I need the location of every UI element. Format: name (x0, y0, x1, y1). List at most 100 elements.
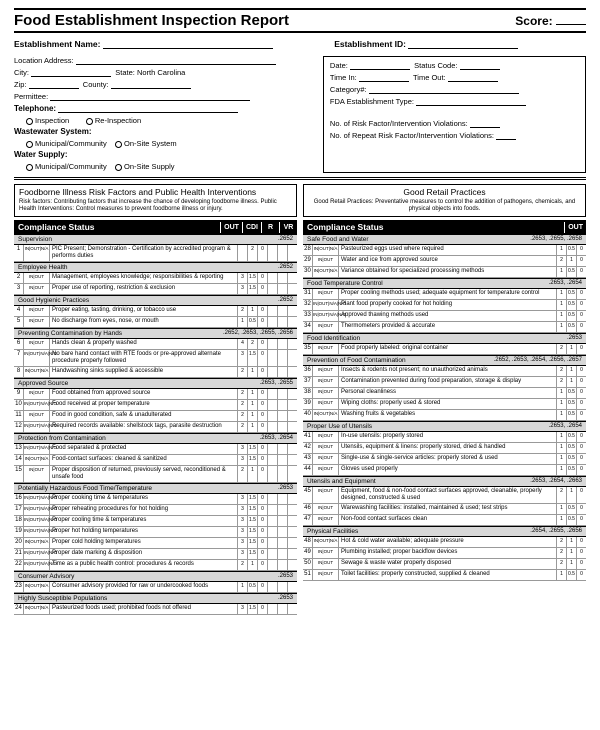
row-io[interactable]: IN|OUT|N/A (24, 367, 50, 377)
row-io[interactable]: IN|OUT (24, 273, 50, 283)
compliance-row: 49IN|OUTPlumbing installed; proper backf… (303, 548, 586, 559)
row-tail: 10.50 (556, 515, 586, 525)
row-io[interactable]: IN|OUT (313, 443, 339, 453)
row-io[interactable]: IN|OUT (313, 344, 339, 354)
row-io[interactable]: IN|OUT (313, 570, 339, 580)
row-io[interactable]: IN|OUT (24, 466, 50, 482)
radio-inspection[interactable] (26, 118, 33, 125)
compliance-row: 45IN|OUTEquipment, food & non-food conta… (303, 487, 586, 504)
row-num: 40 (303, 410, 313, 420)
row-io[interactable]: IN|OUT|N/A|N/O (313, 311, 339, 321)
row-desc: Non-food contact surfaces clean (339, 515, 556, 525)
radio-ws-muni[interactable] (26, 164, 33, 171)
compliance-row: 3IN|OUTProper use of reporting, restrict… (14, 284, 297, 295)
row-io[interactable]: IN|OUT|N/A|N/O (24, 560, 50, 570)
row-desc: Hot & cold water available; adequate pre… (339, 537, 556, 547)
row-tail: 210 (556, 487, 586, 503)
row-io[interactable]: IN|OUT (313, 504, 339, 514)
radio-ww-muni[interactable] (26, 141, 33, 148)
row-num: 43 (303, 454, 313, 464)
row-io[interactable]: IN|OUT (313, 256, 339, 266)
row-io[interactable]: IN|OUT (313, 432, 339, 442)
row-num: 20 (14, 538, 24, 548)
row-io[interactable]: IN|OUT|N/A (24, 582, 50, 592)
row-num: 3 (14, 284, 24, 294)
right-comp-header: Compliance Status OUT (303, 220, 586, 234)
category-header: Prevention of Food Contamination.2652, .… (303, 355, 586, 366)
row-io[interactable]: IN|OUT (24, 411, 50, 421)
row-tail: 10.50 (556, 465, 586, 475)
category-header: Supervision.2652 (14, 234, 297, 245)
row-io[interactable]: IN|OUT|N/A|N/O (24, 494, 50, 504)
row-desc: No discharge from eyes, nose, or mouth (50, 317, 237, 327)
row-io[interactable]: IN|OUT|N/A (313, 245, 339, 255)
radio-reinspection[interactable] (86, 118, 93, 125)
row-io[interactable]: IN|OUT (313, 322, 339, 332)
compliance-row: 44IN|OUTGloves used properly10.50 (303, 465, 586, 476)
row-io[interactable]: IN|OUT (24, 389, 50, 399)
row-io[interactable]: IN|OUT (313, 559, 339, 569)
row-io[interactable]: IN|OUT (24, 306, 50, 316)
row-tail: 31.50 (237, 516, 297, 526)
row-io[interactable]: IN|OUT|N/A|N/O (24, 516, 50, 526)
row-io[interactable]: IN|OUT|N/A (24, 245, 50, 261)
row-io[interactable]: IN|OUT|N/A (24, 604, 50, 614)
row-io[interactable]: IN|OUT (313, 289, 339, 299)
row-io[interactable]: IN|OUT|N/A|N/O (24, 422, 50, 432)
row-io[interactable]: IN|OUT|N/A (24, 538, 50, 548)
compliance-row: 1IN|OUT|N/APIC Present; Demonstration - … (14, 245, 297, 262)
radio-ww-onsite[interactable] (115, 141, 122, 148)
row-io[interactable]: IN|OUT|N/A (313, 410, 339, 420)
category-header: Food Identification.2653 (303, 333, 586, 344)
row-num: 37 (303, 377, 313, 387)
row-io[interactable]: IN|OUT (24, 284, 50, 294)
row-num: 21 (14, 549, 24, 559)
right-intro: Good Retail Practices Good Retail Practi… (303, 184, 586, 217)
category-header: Potentially Hazardous Food Time/Temperat… (14, 483, 297, 494)
compliance-row: 10IN|OUT|N/A|N/OFood received at proper … (14, 400, 297, 411)
row-io[interactable]: IN|OUT (313, 399, 339, 409)
compliance-row: 4IN|OUTProper eating, tasting, drinking,… (14, 306, 297, 317)
row-tail: 210 (237, 422, 297, 432)
row-io[interactable]: IN|OUT|N/A|N/O (24, 444, 50, 454)
row-num: 33 (303, 311, 313, 321)
row-num: 9 (14, 389, 24, 399)
row-io[interactable]: IN|OUT (313, 366, 339, 376)
row-desc: Plumbing installed; proper backflow devi… (339, 548, 556, 558)
row-num: 36 (303, 366, 313, 376)
row-io[interactable]: IN|OUT|N/A|N/O (24, 400, 50, 410)
row-desc: Proper date marking & disposition (50, 549, 237, 559)
row-io[interactable]: IN|OUT|N/A|N/O (24, 527, 50, 537)
row-io[interactable]: IN|OUT (24, 339, 50, 349)
compliance-row: 8IN|OUT|N/AHandwashing sinks supplied & … (14, 367, 297, 378)
category-header: Physical Facilities.2654, .2655, .2656 (303, 526, 586, 537)
row-num: 44 (303, 465, 313, 475)
compliance-row: 9IN|OUTFood obtained from approved sourc… (14, 389, 297, 400)
row-io[interactable]: IN|OUT (313, 548, 339, 558)
row-io[interactable]: IN|OUT|N/A (313, 537, 339, 547)
row-io[interactable]: IN|OUT (313, 377, 339, 387)
row-io[interactable]: IN|OUT (313, 454, 339, 464)
row-tail: 31.50 (237, 549, 297, 559)
row-num: 15 (14, 466, 24, 482)
row-io[interactable]: IN|OUT|N/A|N/O (313, 300, 339, 310)
row-num: 48 (303, 537, 313, 547)
row-io[interactable]: IN|OUT (24, 317, 50, 327)
row-num: 23 (14, 582, 24, 592)
row-desc: Personal cleanliness (339, 388, 556, 398)
row-io[interactable]: IN|OUT|N/A|N/O (24, 549, 50, 559)
radio-ws-onsite[interactable] (115, 164, 122, 171)
row-tail: 10.50 (556, 399, 586, 409)
compliance-row: 51IN|OUTToilet facilities: properly cons… (303, 570, 586, 581)
row-io[interactable]: IN|OUT|N/A|N/O (24, 350, 50, 366)
row-io[interactable]: IN|OUT|N/A|N/O (24, 505, 50, 515)
row-tail: 10.50 (556, 300, 586, 310)
row-num: 46 (303, 504, 313, 514)
row-io[interactable]: IN|OUT (313, 388, 339, 398)
row-io[interactable]: IN|OUT|N/A (313, 267, 339, 277)
row-io[interactable]: IN|OUT (313, 515, 339, 525)
row-io[interactable]: IN|OUT (313, 487, 339, 503)
row-io[interactable]: IN|OUT (313, 465, 339, 475)
row-tail: 31.50 (237, 284, 297, 294)
row-io[interactable]: IN|OUT|N/A (24, 455, 50, 465)
